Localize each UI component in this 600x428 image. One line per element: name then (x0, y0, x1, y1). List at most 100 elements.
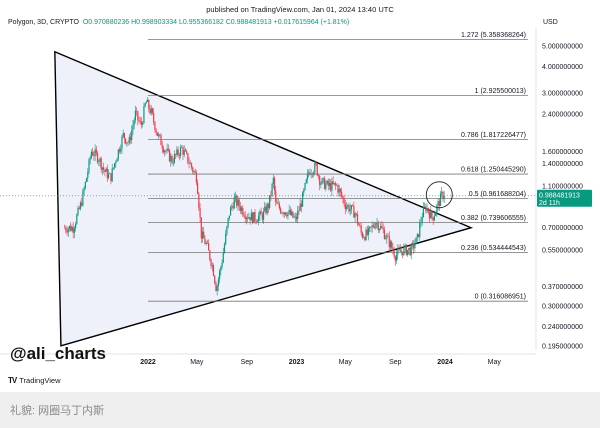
time-axis[interactable]: 2022 May Sep 2023 May Sep 2024 May (140, 359, 501, 366)
candle-body (337, 185, 339, 193)
candle-body (305, 179, 307, 184)
candle-body (269, 195, 271, 209)
candle-body (363, 237, 365, 238)
highlight-circle[interactable] (425, 181, 453, 209)
candle-body (391, 241, 393, 249)
candle-body (433, 215, 436, 221)
candle-body (199, 208, 201, 218)
candle-body (122, 133, 124, 137)
candle-body (409, 247, 411, 256)
candle-body (215, 282, 217, 291)
candle-body (278, 203, 281, 209)
candle-body (322, 178, 324, 179)
candle-body (333, 183, 335, 184)
candle-body (93, 155, 95, 156)
candle-body (281, 212, 283, 214)
candle-body (221, 262, 223, 268)
candle-body (128, 136, 130, 143)
candle-body (291, 211, 293, 215)
candle-body (116, 158, 118, 162)
candle-body (267, 204, 270, 209)
highlight-circle-shape[interactable] (425, 181, 453, 209)
symbol-name[interactable]: Polygon, 3D, CRYPTO (8, 19, 79, 26)
candle-body (273, 177, 276, 191)
candle-body (118, 149, 121, 152)
candle-body (177, 149, 179, 155)
price-axis[interactable]: 5.000000000 4.000000000 3.000000000 2.40000… (542, 44, 583, 351)
candle-body (214, 275, 216, 283)
last-price-countdown: 2d 11h (539, 200, 560, 207)
candle-body (162, 148, 165, 153)
candle-body (420, 221, 422, 224)
candle-body (427, 208, 429, 213)
candle-body (424, 206, 426, 208)
candle-body (153, 113, 155, 122)
time-axis-tick: Sep (241, 359, 254, 366)
candle-body (377, 222, 379, 231)
candle-body (104, 170, 106, 172)
candle-body (321, 178, 323, 184)
candle-body (439, 193, 442, 207)
candle-body (276, 202, 278, 204)
candle-body (115, 161, 117, 164)
candle-body (85, 178, 88, 183)
candle-body (72, 227, 74, 233)
candle-body (341, 191, 343, 197)
candle-body (286, 214, 288, 217)
candle-body (381, 225, 383, 228)
candle-body (339, 188, 342, 192)
price-chart[interactable]: 1.272 (5.358368264) 1 (2.925500013) 0.786 … (0, 0, 600, 392)
candle-body (148, 99, 150, 109)
candle-body (142, 122, 144, 125)
candle-body (167, 148, 169, 150)
candle-body (435, 212, 437, 216)
candle-body (399, 249, 401, 252)
candle-body (383, 229, 385, 239)
candle-body (251, 212, 254, 223)
fib-retracement[interactable]: 1.272 (5.358368264) 1 (2.925500013) 0.786 … (0, 32, 536, 302)
candle-body (110, 173, 112, 182)
candle-body (248, 217, 250, 219)
candle-body (234, 195, 237, 198)
candle-body (109, 173, 111, 174)
candle-body (165, 150, 167, 152)
candle-body (421, 217, 423, 222)
candle-body (67, 228, 69, 233)
candle-body (244, 216, 246, 219)
fib-label: 0 (0.316086951) (475, 294, 526, 301)
candle-body (365, 229, 367, 240)
candle-body (376, 222, 378, 224)
candle-body (284, 212, 287, 215)
candle-body (380, 225, 382, 229)
ohlc-low: L0.955366182 (179, 19, 224, 26)
candle-body (129, 136, 132, 141)
candle-body (171, 156, 173, 163)
tradingview-logo[interactable]: TV TradingView (8, 376, 61, 385)
candle-body (347, 205, 349, 207)
price-axis-tick: 1.400000000 (542, 161, 583, 168)
candle-body (81, 202, 83, 206)
candle-body (107, 173, 110, 179)
candle-body (402, 251, 404, 256)
candle-body (143, 106, 145, 123)
candle-body (217, 279, 219, 287)
candle-body (183, 150, 185, 155)
candle-body (344, 204, 346, 210)
candle-body (168, 149, 171, 162)
candle-body (189, 163, 191, 164)
candle-body (201, 231, 204, 239)
candle-body (319, 176, 321, 185)
candle-body (394, 256, 396, 261)
candle-body (280, 208, 282, 214)
candle-body (178, 154, 180, 156)
candle-body (428, 212, 431, 219)
time-axis-tick: Sep (389, 359, 402, 366)
candle-body (325, 183, 327, 189)
candle-body (297, 210, 299, 220)
fib-label: 0.236 (0.534444543) (461, 245, 526, 252)
candle-body (430, 210, 432, 219)
fib-label: 0.5 (0.961688204) (469, 191, 526, 198)
candle-body (331, 181, 333, 191)
price-axis-tick: 1.600000000 (542, 149, 583, 156)
publish-info: published on TradingView.com, Jan 01, 20… (206, 5, 394, 14)
